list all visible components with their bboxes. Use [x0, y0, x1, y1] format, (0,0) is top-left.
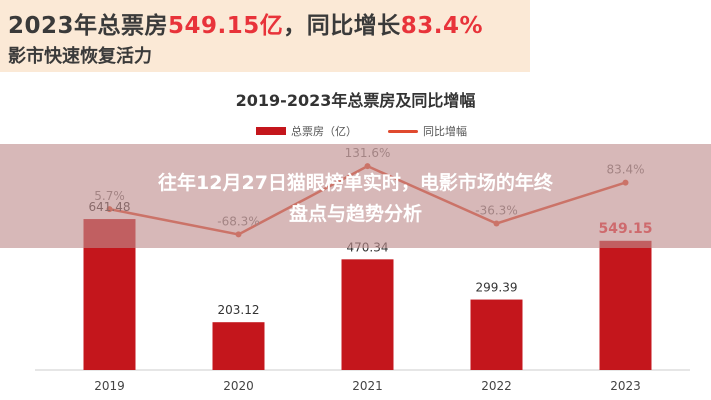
bar-value-label-2022: 299.39	[476, 281, 518, 295]
legend-label-box-office: 总票房（亿）	[291, 125, 357, 138]
x-tick-label-2020: 2020	[223, 379, 254, 393]
article-title-overlay	[0, 144, 711, 248]
legend-item-box-office: 总票房（亿）	[256, 123, 357, 139]
article-title-line-1: 往年12月27日猫眼榜单实时，电影市场的年终	[158, 172, 553, 194]
legend-item-growth: 同比增幅	[388, 123, 467, 139]
chart-title: 2019-2023年总票房及同比增幅	[235, 91, 476, 110]
bar-2023	[599, 240, 652, 370]
x-tick-label-2023: 2023	[610, 379, 641, 393]
article-title-line-2: 盘点与趋势分析	[288, 203, 422, 225]
headline-banner: 2023年总票房549.15亿，同比增长83.4% 影市快速恢复活力	[0, 0, 530, 72]
x-tick-label-2019: 2019	[94, 379, 125, 393]
bar-2020	[212, 322, 265, 370]
legend-bar-swatch	[256, 127, 286, 135]
headline: 2023年总票房549.15亿，同比增长83.4%	[8, 6, 483, 40]
headline-subtitle: 影市快速恢复活力	[8, 46, 152, 67]
bar-value-label-2020: 203.12	[218, 303, 260, 317]
legend-line-swatch	[388, 129, 418, 133]
bar-2021	[341, 259, 394, 370]
x-tick-label-2021: 2021	[352, 379, 383, 393]
headline-growth-value: 83.4%	[400, 13, 484, 39]
bar-2022	[470, 299, 523, 370]
x-tick-label-2022: 2022	[481, 379, 512, 393]
headline-mid: ，同比增长	[283, 13, 401, 39]
legend-label-growth: 同比增幅	[423, 125, 467, 138]
article-title: 往年12月27日猫眼榜单实时，电影市场的年终 盘点与趋势分析	[0, 168, 711, 230]
headline-prefix: 2023年总票房	[8, 13, 169, 39]
headline-box-office-value: 549.15亿	[168, 13, 284, 39]
